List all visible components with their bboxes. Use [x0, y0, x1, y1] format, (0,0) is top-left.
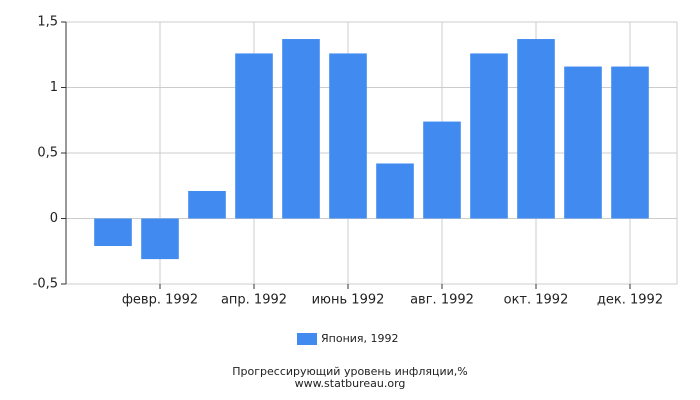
bar — [188, 190, 226, 219]
chart-title: Прогрессирующий уровень инфляции,% — [232, 365, 467, 378]
bar — [517, 39, 555, 219]
bar — [564, 66, 602, 219]
y-tick-label: 1,5 — [37, 15, 58, 30]
bar — [235, 53, 273, 219]
x-tick-label: окт. 1992 — [504, 293, 569, 308]
legend-swatch — [297, 333, 317, 345]
bar — [141, 218, 179, 260]
y-tick-label: 1 — [50, 80, 58, 95]
bar — [329, 53, 367, 219]
bar — [470, 53, 508, 219]
bar — [94, 218, 132, 247]
bar — [423, 121, 461, 219]
x-tick-label: апр. 1992 — [221, 293, 287, 308]
legend-label: Япония, 1992 — [321, 332, 399, 345]
y-tick-label: -0,5 — [33, 277, 58, 292]
bar — [376, 163, 414, 219]
y-tick-label: 0 — [50, 211, 58, 226]
x-tick-label: дек. 1992 — [597, 293, 663, 308]
x-tick-label: июнь 1992 — [312, 293, 385, 308]
x-tick-label: февр. 1992 — [122, 293, 198, 308]
y-tick-label: 0,5 — [37, 146, 58, 161]
x-tick-label: авг. 1992 — [410, 293, 474, 308]
bar — [282, 39, 320, 219]
bar — [611, 66, 649, 219]
chart-subtitle: www.statbureau.org — [295, 377, 406, 390]
